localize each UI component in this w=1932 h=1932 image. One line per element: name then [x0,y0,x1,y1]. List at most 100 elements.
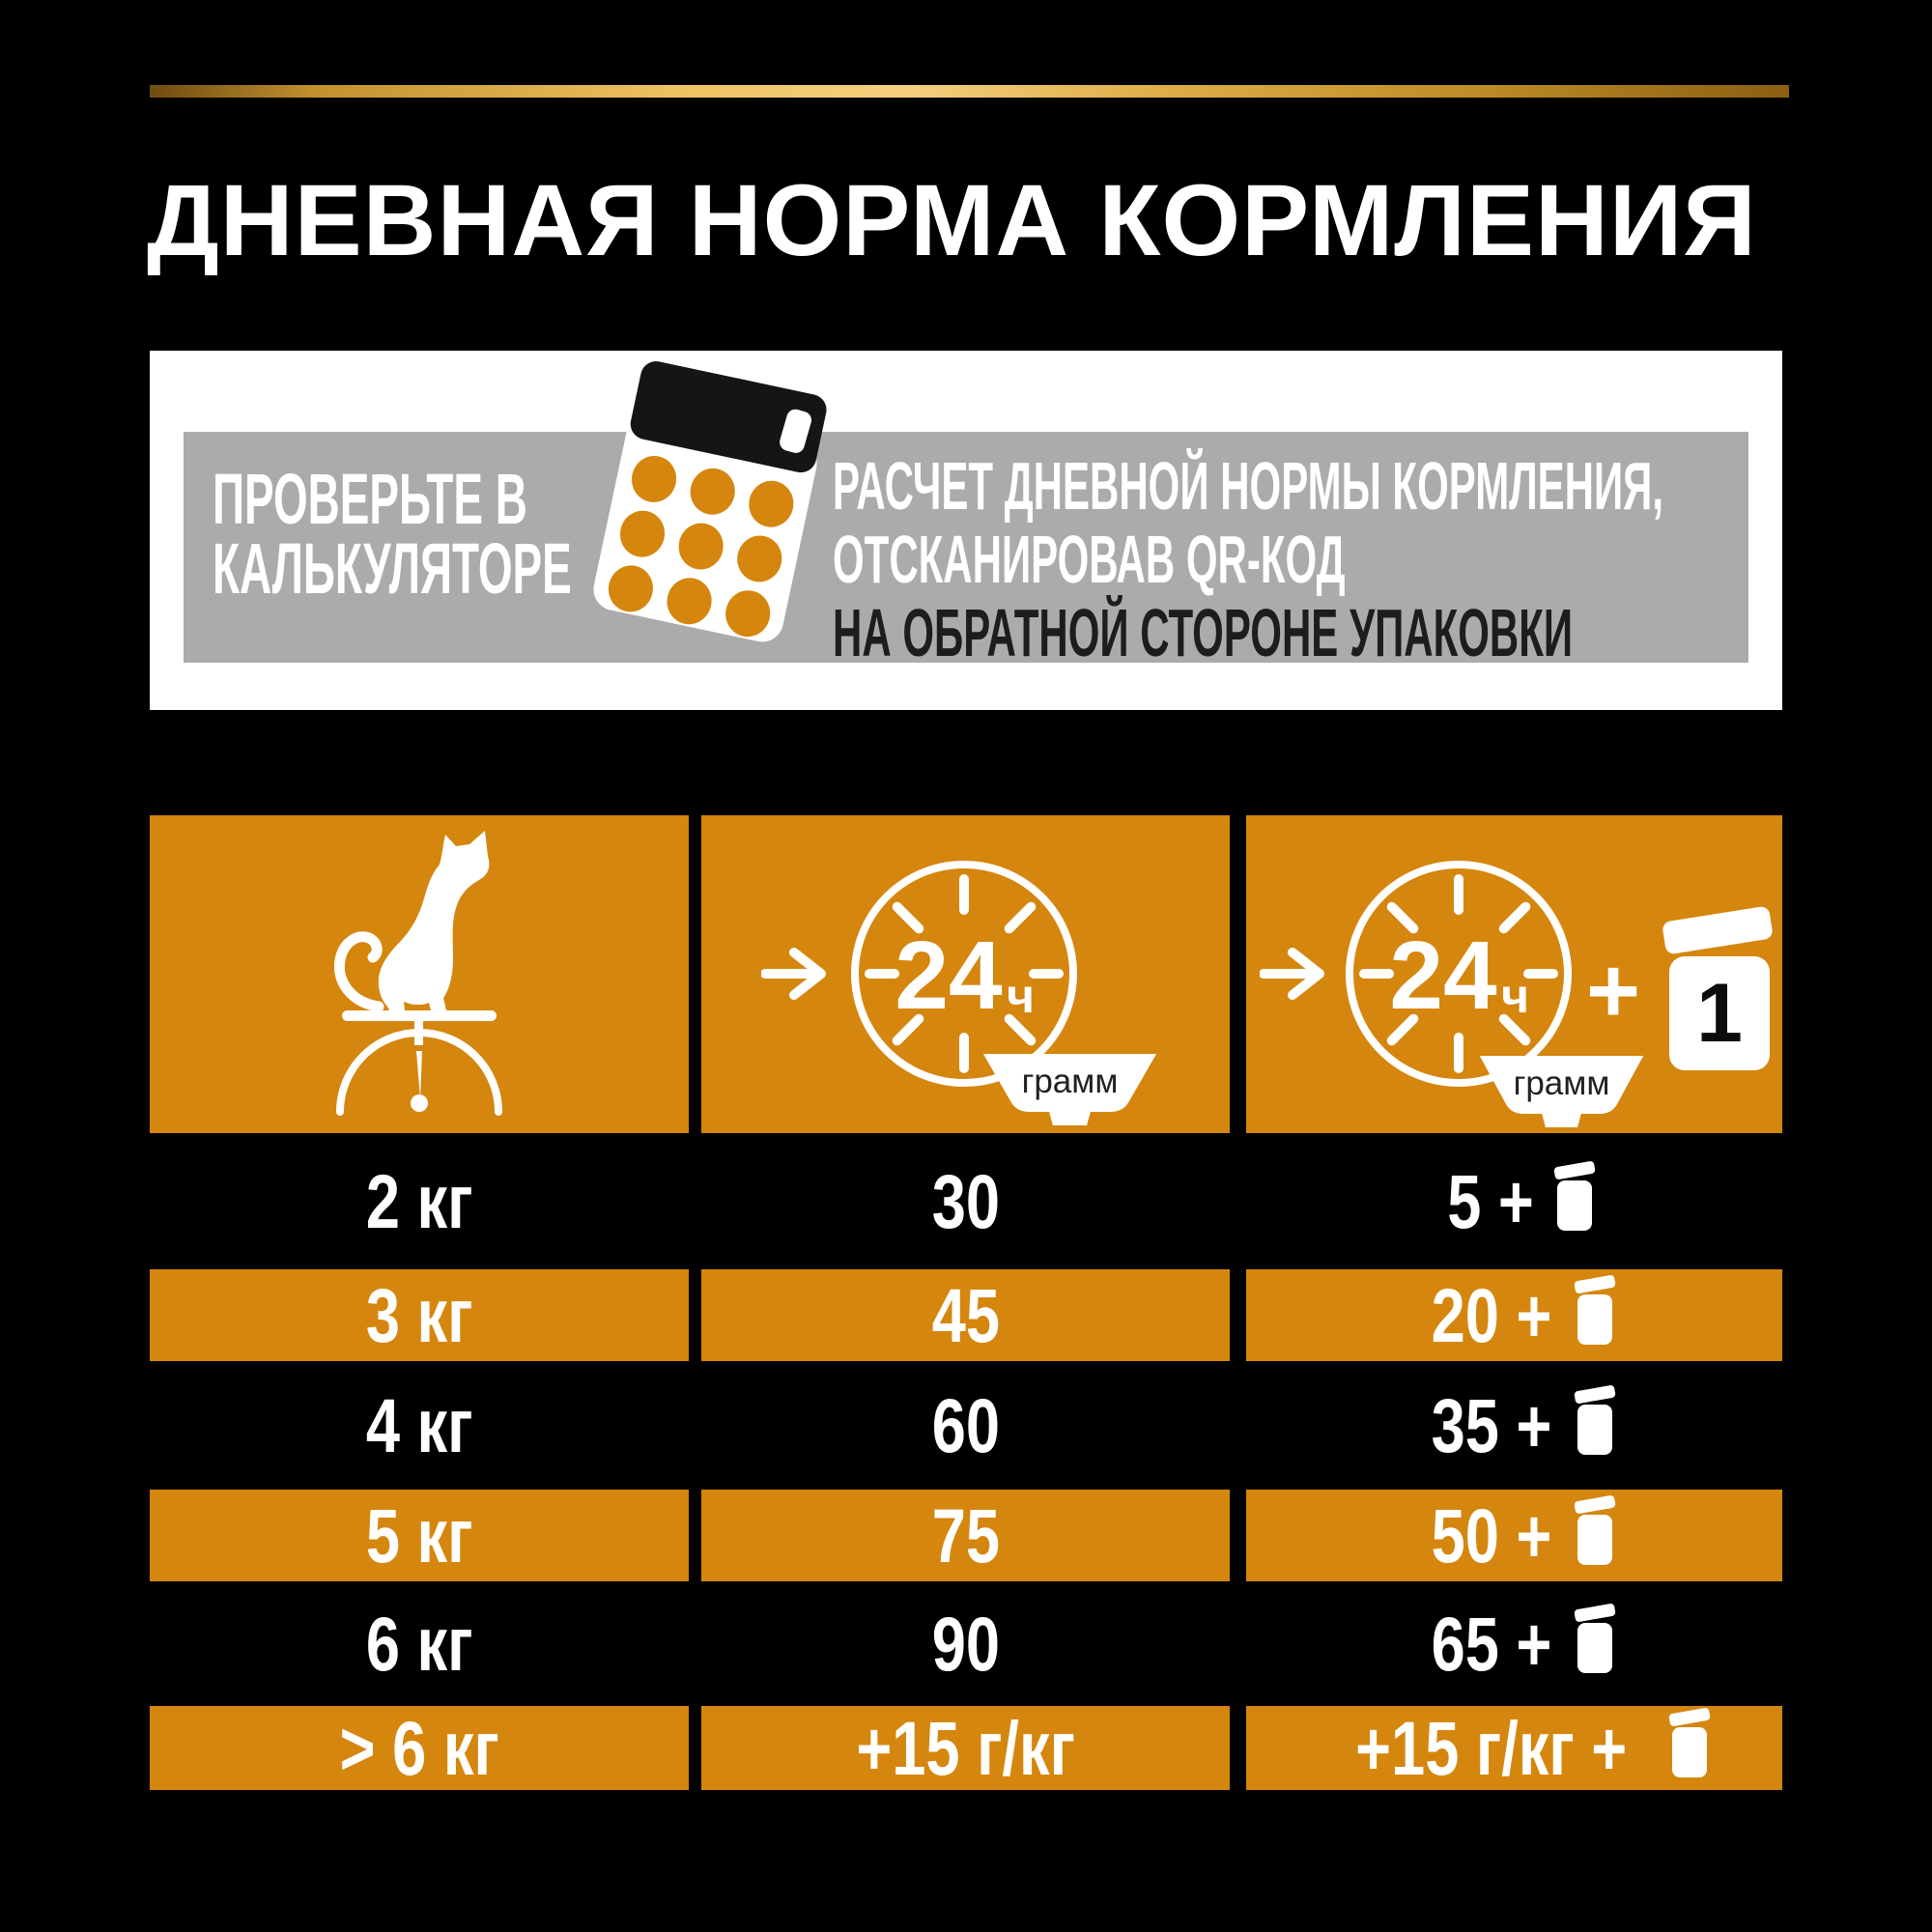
dry-value: 30 [931,1157,1000,1244]
calculator-button [732,531,786,586]
mix-value: +15 г/кг + [1354,1704,1628,1791]
check-line-1: ПРОВЕРЬТЕ В [213,459,527,539]
qr-info-line-2: ОТСКАНИРОВАВ QR-КОД [833,522,1346,597]
calculator-buttons [604,451,798,641]
qr-info-line-1: РАСЧЕТ ДНЕВНОЙ НОРМЫ КОРМЛЕНИЯ, [833,448,1664,524]
qr-info-label: РАСЧЕТ ДНЕВНОЙ НОРМЫ КОРМЛЕНИЯ, ОТСКАНИР… [833,449,1932,669]
page-title: ДНЕВНАЯ НОРМА КОРМЛЕНИЯ [147,164,1757,277]
pouch-lid [1668,1706,1711,1727]
cell-dry-plus-pouch: +15 г/кг + [1246,1704,1782,1791]
clock-24h-icon: 24 ч [851,861,1077,1087]
cell-dry-plus-pouch: 50 + [1246,1490,1782,1581]
pouch-icon [1574,1493,1617,1565]
cell-dry-only: 30 [701,1133,1230,1269]
clock-24h-icon: 24 ч [1346,861,1572,1087]
pouch-lid [1574,1273,1617,1294]
cell-weight: > 6 кг [150,1704,689,1791]
mix-value: 20 + [1431,1271,1551,1358]
mix-value: 5 + [1447,1157,1535,1244]
cat-on-scale-icon [333,831,502,1116]
qr-info-line-3: НА ОБРАТНОЙ СТОРОНЕ УПАКОВКИ [833,595,1574,670]
cell-dry-only: 45 [701,1269,1230,1361]
calculator-button [686,464,740,520]
cell-weight: 4 кг [150,1361,689,1490]
calculator-button [604,561,658,616]
calculator-banner: ПРОВЕРЬТЕ В КАЛЬКУЛЯТОРЕ РАСЧЕТ ДНЕВНОЙ … [150,351,1782,710]
hours-unit-label: ч [1501,969,1529,1023]
cell-dry-only: 60 [701,1361,1230,1490]
gold-divider [150,85,1789,98]
bowl-shape [1479,1056,1644,1127]
pouch-icon [1574,1273,1617,1345]
header-cell-dry-food-plus-pouch: 24 ч грамм + 1 [1246,815,1782,1133]
cell-weight: 5 кг [150,1490,689,1581]
weight-value: 4 кг [365,1381,473,1468]
pouch-icon: 1 [1662,905,1774,1070]
cell-dry-plus-pouch: 35 + [1246,1361,1782,1490]
header-cell-dry-food-24h: 24 ч грамм [701,815,1230,1133]
pouch-lid [1662,905,1774,955]
bowl-grams-label: грамм [1021,1063,1119,1100]
dry-value: +15 г/кг [856,1704,1075,1791]
cell-weight: 6 кг [150,1581,689,1706]
cell-weight: 2 кг [150,1133,689,1269]
pouch-icon [1552,1159,1596,1231]
pouch-icon [1574,1383,1617,1455]
calculator-button [615,506,669,561]
pouch-icon [1574,1602,1617,1673]
pouch-lid [1574,1602,1617,1623]
mix-value: 35 + [1431,1381,1551,1468]
table-row: 4 кг 60 35 + [150,1361,1782,1490]
bowl-grams-label: грамм [1513,1065,1610,1102]
cell-weight: 3 кг [150,1269,689,1361]
weight-value: 6 кг [365,1600,473,1687]
hours-unit-label: ч [1007,969,1035,1023]
calculator-icon [589,358,830,646]
hours-24-label: 24 [895,922,1003,1030]
cell-dry-plus-pouch: 5 + [1246,1133,1782,1269]
dry-value: 90 [931,1600,1000,1687]
cell-dry-plus-pouch: 20 + [1246,1269,1782,1361]
cell-dry-plus-pouch: 65 + [1246,1581,1782,1706]
check-in-calculator-label: ПРОВЕРЬТЕ В КАЛЬКУЛЯТОРЕ [213,459,792,609]
table-row: 2 кг 30 5 + [150,1133,1782,1269]
dry-value: 60 [931,1381,1000,1468]
weight-value: 2 кг [365,1157,473,1244]
pouch-lid [1574,1493,1617,1515]
cell-dry-only: 90 [701,1581,1230,1706]
bowl-shape [982,1054,1157,1125]
weight-value: 5 кг [365,1492,473,1578]
cell-dry-only: 75 [701,1490,1230,1581]
dry-value: 45 [931,1271,1000,1358]
weight-value: > 6 кг [339,1704,499,1791]
calculator-button [663,574,717,629]
calculator-button [721,585,775,641]
calculator-button [674,519,728,574]
pouch-lid [1552,1159,1596,1180]
banner-gray-panel [184,432,1748,663]
table-row: 3 кг 45 20 + [150,1269,1782,1361]
calculator-screen-notch [778,407,814,456]
table-row: > 6 кг +15 г/кг +15 г/кг + [150,1704,1782,1791]
pouch-count-label: 1 [1696,967,1743,1060]
table-row: 5 кг 75 50 + [150,1490,1782,1581]
calculator-button [744,476,798,531]
header-cell-cat-weight [150,815,689,1133]
arrow-right-icon [1260,948,1324,1000]
weight-value: 3 кг [365,1271,473,1358]
bowl-grams-icon: грамм [980,1051,1159,1128]
cell-dry-only: +15 г/кг [701,1704,1230,1791]
calculator-button [627,451,681,507]
plus-sign: + [1586,939,1641,1042]
check-line-2: КАЛЬКУЛЯТОРЕ [213,528,572,609]
mix-value: 50 + [1431,1492,1551,1578]
mix-value: 65 + [1431,1600,1551,1687]
table-row: 6 кг 90 65 + [150,1581,1782,1706]
pouch-lid [1574,1383,1617,1405]
pouch-icon [1668,1706,1711,1777]
hours-24-label: 24 [1389,922,1497,1030]
bowl-grams-icon: грамм [1477,1053,1646,1130]
dry-value: 75 [931,1492,1000,1578]
arrow-right-icon [761,948,826,1000]
